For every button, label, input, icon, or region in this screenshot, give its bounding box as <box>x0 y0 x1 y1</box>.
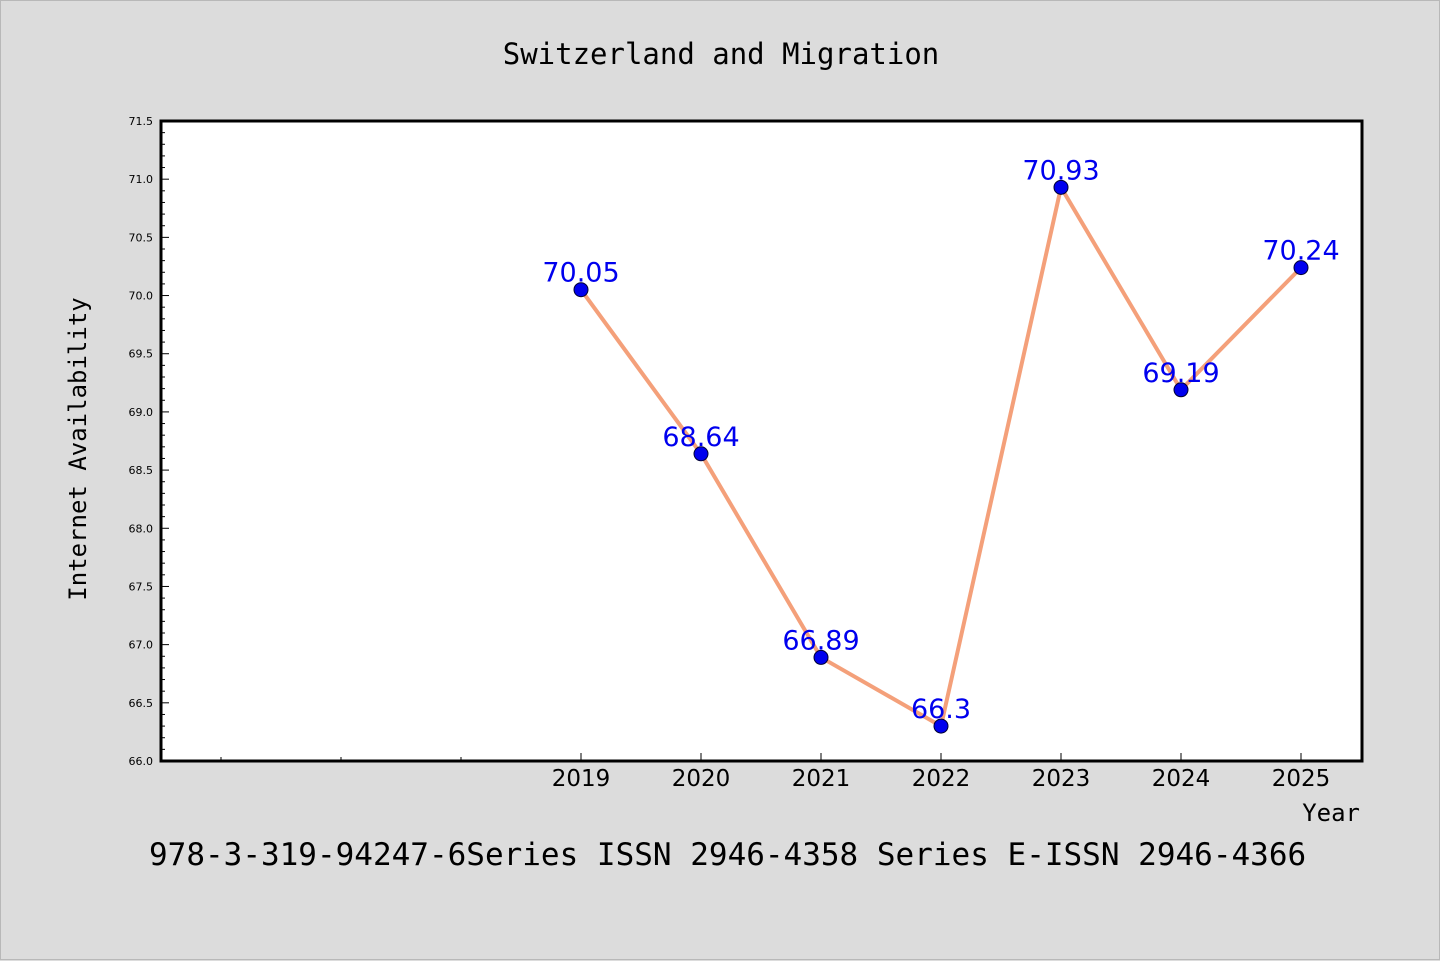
data-point <box>1173 382 1189 398</box>
y-tick-label: 67.5 <box>129 580 154 593</box>
y-tick-label: 68.5 <box>129 464 154 477</box>
data-label: 66.89 <box>782 625 859 656</box>
data-point <box>1293 260 1309 276</box>
isbn-caption: 978-3-319-94247-6Series ISSN 2946-4358 S… <box>149 837 1306 873</box>
y-tick-label: 69.0 <box>129 406 154 419</box>
y-axis: 66.0 66.5 67.0 67.5 68.0 68.5 69.0 69.5 70.0 70.5… <box>129 115 169 768</box>
x-axis: 2019 2020 2021 2022 2023 2024 2025 <box>220 753 1331 792</box>
data-point <box>693 446 709 462</box>
x-tick-label: 2025 <box>1272 766 1331 792</box>
y-tick-label: 69.5 <box>129 348 154 361</box>
data-label: 70.05 <box>542 258 619 289</box>
data-label: 69.19 <box>1142 358 1219 389</box>
data-label: 70.24 <box>1262 236 1339 267</box>
x-tick-label: 2020 <box>672 766 731 792</box>
y-axis-title: Internet Availability <box>64 297 92 600</box>
data-point <box>1053 179 1069 195</box>
series-layer <box>573 179 1309 734</box>
data-point <box>933 718 949 734</box>
data-point <box>813 649 829 665</box>
x-tick-label: 2024 <box>1152 766 1211 792</box>
data-label: 66.3 <box>911 694 971 725</box>
x-tick-label: 2022 <box>912 766 971 792</box>
chart-title: Switzerland and Migration <box>503 37 940 71</box>
y-tick-label: 66.0 <box>129 755 154 768</box>
x-tick-label: 2019 <box>552 766 611 792</box>
y-tick-label: 68.0 <box>129 522 154 535</box>
data-labels: 70.05 68.64 66.89 66.3 70.93 69.19 70.24 <box>542 155 1339 725</box>
y-tick-label: 70.5 <box>129 231 154 244</box>
data-label: 70.93 <box>1022 155 1099 186</box>
x-tick-label: 2023 <box>1032 766 1091 792</box>
data-label: 68.64 <box>662 422 739 453</box>
y-tick-label: 71.5 <box>129 115 154 128</box>
y-tick-label: 71.0 <box>129 173 154 186</box>
y-tick-label: 66.5 <box>129 697 154 710</box>
plot-area <box>159 119 1364 763</box>
x-axis-title: Year <box>1302 799 1360 827</box>
y-tick-label: 70.0 <box>129 290 154 303</box>
y-tick-label: 67.0 <box>129 639 154 652</box>
x-tick-label: 2021 <box>792 766 851 792</box>
data-point <box>573 282 589 298</box>
